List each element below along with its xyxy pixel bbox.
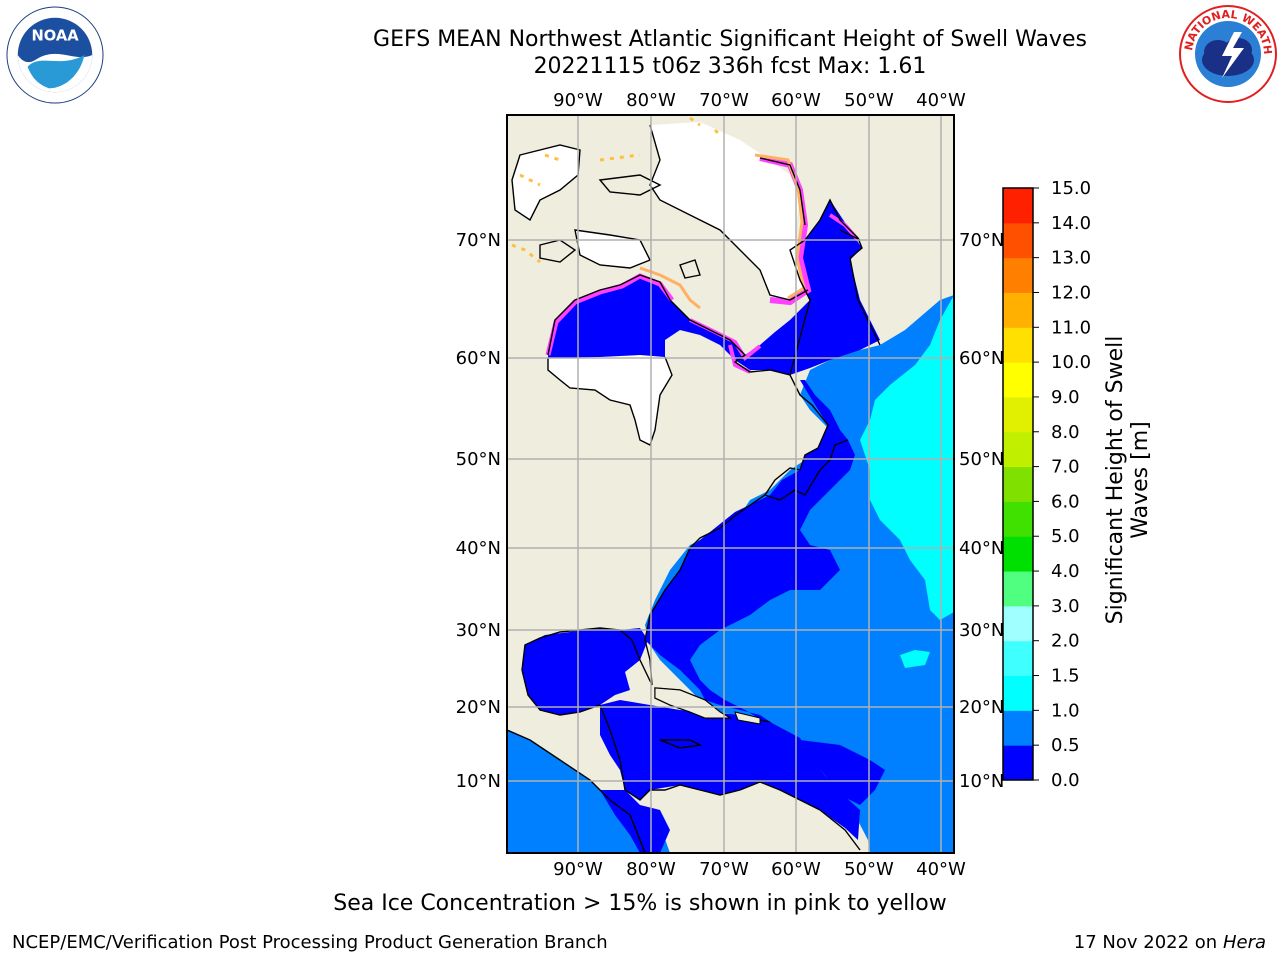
gulf-of-mexico (522, 628, 648, 715)
ocean-low-swell (645, 380, 885, 805)
svg-text:50°N: 50°N (456, 449, 501, 470)
svg-text:40°N: 40°N (959, 538, 1004, 559)
colorbar-tick-label: 10.0 (1051, 352, 1091, 373)
colorbar-segment (1003, 362, 1033, 398)
svg-text:70°N: 70°N (456, 230, 501, 251)
colorbar-tick-label: 4.0 (1051, 561, 1080, 582)
svg-text:20°N: 20°N (959, 697, 1004, 718)
colorbar-segment (1003, 501, 1033, 537)
hudson-bay-open (548, 200, 880, 375)
sea-ice-note: Sea Ice Concentration > 15% is shown in … (333, 891, 947, 916)
svg-text:30°N: 30°N (456, 620, 501, 641)
svg-text:60°N: 60°N (456, 348, 501, 369)
colorbar-tick-labels: 15.0 14.0 13.0 12.0 11.0 10.0 9.0 8.0 7.0 6.0 5.0 4… (1033, 178, 1091, 791)
svg-text:30°N: 30°N (959, 620, 1004, 641)
colorbar-tick-label: 15.0 (1051, 178, 1091, 199)
svg-text:60°N: 60°N (959, 348, 1004, 369)
colorbar-tick-label: 8.0 (1051, 422, 1080, 443)
colorbar-tick-label: 1.0 (1051, 700, 1080, 721)
colorbar-frame (1002, 187, 1034, 781)
colorbar-tick-label: 0.0 (1051, 770, 1080, 791)
generated-date: 17 Nov 2022 on Hera (1074, 932, 1266, 953)
svg-text:80°W: 80°W (626, 90, 676, 111)
svg-text:80°W: 80°W (626, 859, 676, 880)
colorbar-segment (1003, 536, 1033, 572)
colorbar-segment (1003, 710, 1033, 746)
caribbean-sea (600, 700, 860, 840)
branch-credit: NCEP/EMC/Verification Post Processing Pr… (12, 932, 608, 953)
noaa-logo-text: NOAA (31, 27, 79, 44)
svg-text:20°N: 20°N (456, 697, 501, 718)
colorbar-tick-label: 1.5 (1051, 666, 1080, 687)
colorbar-tick-label: 3.0 (1051, 596, 1080, 617)
lon-labels-bottom: 90°W 80°W 70°W 60°W 50°W 40°W (553, 859, 966, 880)
svg-text:10°N: 10°N (959, 771, 1004, 792)
colorbar (1003, 188, 1033, 781)
host-name: Hera (1222, 932, 1266, 953)
colorbar-segment (1003, 327, 1033, 363)
lon-labels-top: 90°W 80°W 70°W 60°W 50°W 40°W (553, 90, 966, 111)
svg-text:40°W: 40°W (916, 90, 966, 111)
svg-text:90°W: 90°W (553, 859, 603, 880)
noaa-logo-icon: NOAA (6, 6, 104, 104)
svg-text:50°W: 50°W (844, 90, 894, 111)
lat-labels-left: 70°N 60°N 50°N 40°N 30°N 20°N 10°N (456, 230, 501, 792)
colorbar-segment (1003, 396, 1033, 433)
colorbar-segment (1003, 431, 1033, 468)
colorbar-title: Significant Height of Swell Waves [m] (1103, 335, 1153, 625)
svg-text:40°N: 40°N (456, 538, 501, 559)
svg-text:70°W: 70°W (699, 90, 749, 111)
colorbar-tick-label: 5.0 (1051, 526, 1080, 547)
colorbar-segment (1003, 188, 1033, 224)
svg-text:90°W: 90°W (553, 90, 603, 111)
svg-text:10°N: 10°N (456, 771, 501, 792)
graticule (507, 115, 954, 853)
colorbar-tick-label: 12.0 (1051, 282, 1091, 303)
greenland-ice (650, 122, 808, 300)
chart-title: GEFS MEAN Northwest Atlantic Significant… (373, 27, 1087, 52)
nws-logo-icon: NATIONAL WEATHER SERVICE (1178, 4, 1277, 103)
lat-labels-right: 70°N 60°N 50°N 40°N 30°N 20°N 10°N (959, 230, 1004, 792)
chart-subtitle: 20221115 t06z 336h fcst Max: 1.61 (533, 54, 927, 79)
svg-text:40°W: 40°W (916, 859, 966, 880)
colorbar-segment (1003, 466, 1033, 502)
colorbar-tick-label: 7.0 (1051, 457, 1080, 478)
ocean-high-swell (860, 295, 954, 620)
colorbar-segment (1003, 257, 1033, 293)
svg-text:60°W: 60°W (771, 90, 821, 111)
svg-text:50°N: 50°N (959, 449, 1004, 470)
map-frame (506, 114, 955, 854)
svg-text:70°N: 70°N (959, 230, 1004, 251)
colorbar-tick-label: 13.0 (1051, 248, 1091, 269)
colorbar-segment (1003, 640, 1033, 677)
colorbar-tick-label: 11.0 (1051, 317, 1091, 338)
colorbar-segment (1003, 292, 1033, 328)
colorbar-segment (1003, 605, 1033, 642)
colorbar-segment (1003, 222, 1033, 259)
colorbar-segment (1003, 675, 1033, 711)
colorbar-tick-label: 9.0 (1051, 387, 1080, 408)
date-text: 17 Nov 2022 on (1073, 932, 1218, 953)
colorbar-segment (1003, 745, 1033, 781)
colorbar-tick-label: 6.0 (1051, 491, 1080, 512)
svg-text:70°W: 70°W (699, 859, 749, 880)
colorbar-segment (1003, 571, 1033, 607)
colorbar-tick-label: 2.0 (1051, 631, 1080, 652)
svg-text:60°W: 60°W (771, 859, 821, 880)
colorbar-tick-label: 14.0 (1051, 213, 1091, 234)
colorbar-tick-label: 0.5 (1051, 735, 1080, 756)
svg-text:50°W: 50°W (844, 859, 894, 880)
